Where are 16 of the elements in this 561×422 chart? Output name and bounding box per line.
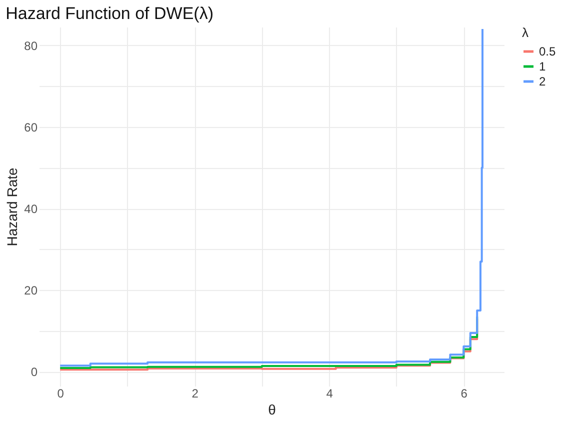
legend-label: 2 — [539, 74, 546, 88]
chart-title: Hazard Function of DWE(λ) — [6, 4, 214, 23]
legend-label: 1 — [539, 60, 546, 74]
y-tick-label: 0 — [30, 365, 38, 380]
y-tick-label: 80 — [24, 38, 38, 53]
x-tick-label: 0 — [57, 386, 64, 400]
y-tick-label: 40 — [24, 202, 38, 216]
x-tick-label: 2 — [192, 386, 199, 400]
x-tick-label: 6 — [460, 386, 468, 400]
x-tick-label: 4 — [326, 386, 334, 400]
legend-label: 0.5 — [539, 44, 556, 58]
legend-title: λ — [522, 25, 529, 40]
x-axis-title: θ — [268, 402, 276, 418]
y-tick-label: 60 — [24, 120, 38, 134]
y-tick-label: 20 — [24, 284, 38, 298]
y-axis-title: Hazard Rate — [4, 167, 20, 246]
